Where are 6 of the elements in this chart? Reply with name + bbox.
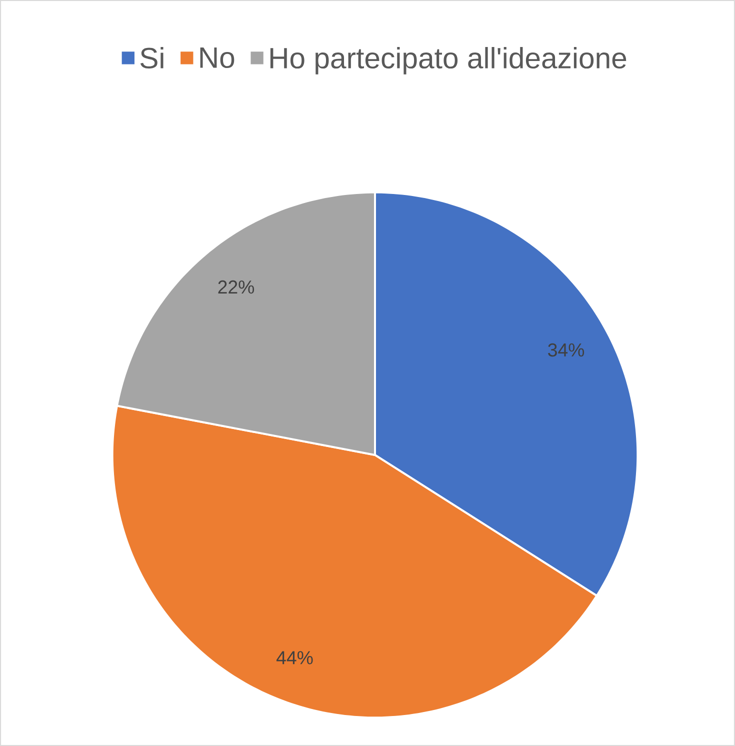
data-label: 34% xyxy=(548,343,584,357)
data-label: 44% xyxy=(276,651,313,664)
legend-label: Si xyxy=(140,46,164,69)
legend-label: Ho partecipato all'ideazione xyxy=(270,46,626,74)
data-label: 22% xyxy=(218,280,254,294)
legend-label: No xyxy=(200,48,234,68)
